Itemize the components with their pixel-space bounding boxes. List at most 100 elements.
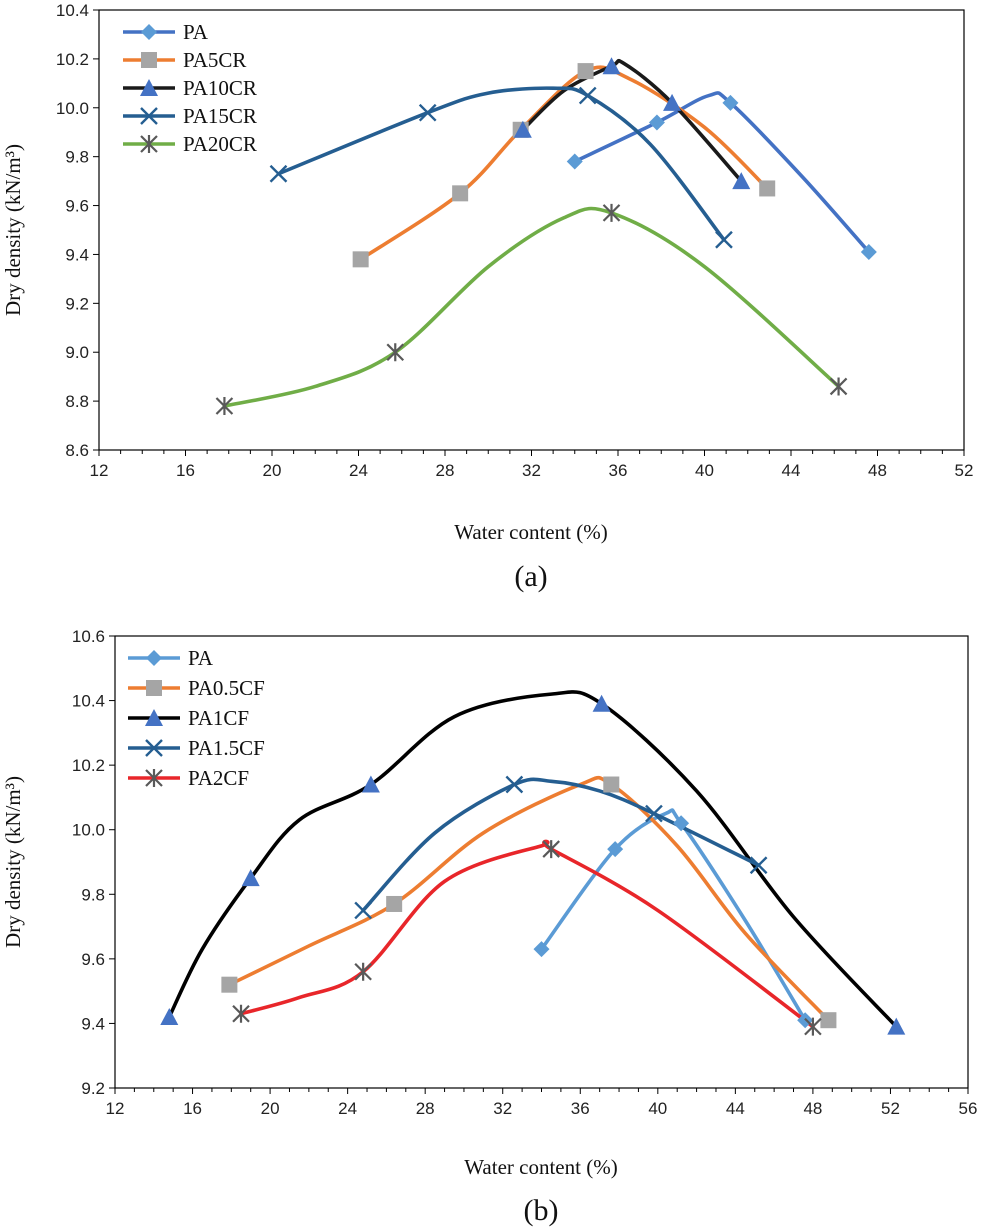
data-point-pa1-5cf-b xyxy=(505,775,524,794)
y-axis-label-a: Dry density (kN/m³) xyxy=(1,144,25,316)
x-tick-label: 24 xyxy=(338,1099,357,1118)
series-line-pa2cf-b xyxy=(239,839,815,1029)
legend-label-pa15cr: PA15CR xyxy=(183,104,257,128)
data-point-pa5cr-a xyxy=(759,180,776,197)
series-line-pa0-5cf-b xyxy=(227,775,831,1022)
data-point-pa-a xyxy=(860,244,877,260)
x-tick-label: 24 xyxy=(349,461,368,480)
x-tick-label: 52 xyxy=(881,1099,900,1118)
legend-marker-pa10cr xyxy=(140,79,158,96)
ticks-a: 12 16 20 24 28 32 36 40 44 48 52 8.6 8.8 9.0 9.2 9.4 9.6… xyxy=(56,1,974,480)
y-tick-label: 10.2 xyxy=(72,756,105,775)
data-point-pa-a xyxy=(648,114,665,131)
data-point-pa1cf-b xyxy=(887,1017,906,1035)
data-point-pa10cr-a xyxy=(732,172,751,190)
data-point-pa-a xyxy=(722,94,739,111)
data-point-pa5cr-a xyxy=(352,251,369,268)
series-line-pa-a xyxy=(572,91,871,254)
data-point-pa20cr-a xyxy=(386,343,405,362)
data-point-pa-b xyxy=(533,941,550,958)
data-point-pa1cf-b xyxy=(361,775,380,793)
x-tick-label: 40 xyxy=(648,1099,667,1118)
data-point-pa5cr-a xyxy=(452,185,469,202)
y-tick-label: 8.8 xyxy=(65,392,89,411)
y-tick-label: 10.4 xyxy=(56,1,89,20)
y-tick-label: 9.0 xyxy=(65,343,89,362)
legend-label-pa5cr: PA5CR xyxy=(183,48,246,72)
series-line-pa10cr-a xyxy=(521,58,744,183)
data-point-pa20cr-a xyxy=(829,377,848,396)
data-point-pa0-5cf-b xyxy=(386,895,403,912)
data-point-pa1cf-b xyxy=(160,1007,179,1025)
data-point-pa0-5cf-b xyxy=(221,976,238,993)
data-point-pa1cf-b xyxy=(592,694,611,712)
data-point-pa-b xyxy=(673,815,690,832)
y-tick-label: 10.0 xyxy=(72,821,105,840)
data-point-pa-a xyxy=(566,153,583,170)
legend-label-pa2cf: PA2CF xyxy=(188,766,249,790)
data-point-pa1cf-b xyxy=(241,869,260,887)
x-tick-label: 16 xyxy=(176,461,195,480)
legend-marker-pa xyxy=(141,24,157,40)
x-tick-label: 12 xyxy=(90,461,109,480)
data-point-pa10cr-a xyxy=(602,57,621,75)
x-tick-label: 52 xyxy=(955,461,974,480)
y-tick-label: 9.6 xyxy=(81,950,105,969)
series-line-pa1-5cf-b xyxy=(361,777,761,913)
legend-label-pa: PA xyxy=(183,20,209,44)
y-tick-label: 9.8 xyxy=(65,148,89,167)
x-tick-label: 48 xyxy=(803,1099,822,1118)
x-tick-label: 20 xyxy=(261,1099,280,1118)
y-tick-label: 10.6 xyxy=(72,627,105,646)
x-axis-label-b: Water content (%) xyxy=(464,1155,617,1179)
y-tick-label: 9.2 xyxy=(65,294,89,313)
panel-label-a: (a) xyxy=(514,560,547,593)
legend-label-pa1-5cf: PA1.5CF xyxy=(188,736,265,760)
chart-panel-a: 12 16 20 24 28 32 36 40 44 48 52 8.6 8.8 9.0 9.2 9.4 9.6… xyxy=(1,1,973,593)
data-point-pa15cr-a xyxy=(418,103,437,122)
legend-label-pa1cf: PA1CF xyxy=(188,706,249,730)
data-point-pa15cr-a xyxy=(715,230,733,249)
x-tick-label: 36 xyxy=(609,461,628,480)
series-line-pa15cr-a xyxy=(276,86,726,242)
x-tick-label: 32 xyxy=(493,1099,512,1118)
data-point-pa20cr-a xyxy=(215,397,234,415)
legend-label-pa0-5cf: PA0.5CF xyxy=(188,676,265,700)
data-point-pa1-5cf-b xyxy=(749,856,768,875)
data-point-pa1-5cf-b xyxy=(645,804,663,823)
x-tick-label: 56 xyxy=(959,1099,978,1118)
data-points-b xyxy=(160,694,906,1036)
data-point-pa1-5cf-b xyxy=(354,901,372,920)
series-lines-a xyxy=(222,58,871,408)
data-point-pa0-5cf-b xyxy=(820,1012,837,1029)
x-tick-label: 48 xyxy=(868,461,887,480)
data-point-pa10cr-a xyxy=(663,93,682,111)
legend-label-pa10cr: PA10CR xyxy=(183,76,257,100)
y-tick-label: 9.8 xyxy=(81,885,105,904)
series-lines-b xyxy=(167,690,899,1029)
x-tick-label: 44 xyxy=(782,461,801,480)
legend-marker-pa15cr xyxy=(140,107,158,125)
ticks-b: 12 16 20 24 28 32 36 40 44 48 52 56 9.2 9.4 9.6 9.8 10.0… xyxy=(72,627,978,1118)
plot-frame-b xyxy=(114,635,969,1089)
data-point-pa5cr-a xyxy=(577,63,594,80)
x-tick-label: 20 xyxy=(263,461,282,480)
x-tick-label: 32 xyxy=(522,461,541,480)
x-tick-label: 44 xyxy=(726,1099,745,1118)
y-tick-label: 10.4 xyxy=(72,692,105,711)
x-tick-label: 36 xyxy=(571,1099,590,1118)
x-tick-label: 40 xyxy=(695,461,714,480)
y-axis-label-b: Dry density (kN/m³) xyxy=(1,776,25,948)
x-axis-label-a: Water content (%) xyxy=(454,520,607,544)
x-tick-label: 28 xyxy=(416,1099,435,1118)
x-tick-label: 28 xyxy=(436,461,455,480)
data-point-pa15cr-a xyxy=(578,86,597,105)
y-tick-label: 9.2 xyxy=(81,1079,105,1098)
data-points-a xyxy=(215,57,877,415)
data-point-pa2cf-b xyxy=(354,962,372,981)
y-tick-label: 9.6 xyxy=(65,197,89,216)
x-tick-label: 16 xyxy=(183,1099,202,1118)
data-point-pa2cf-b xyxy=(804,1017,822,1036)
y-tick-label: 9.4 xyxy=(65,245,89,264)
